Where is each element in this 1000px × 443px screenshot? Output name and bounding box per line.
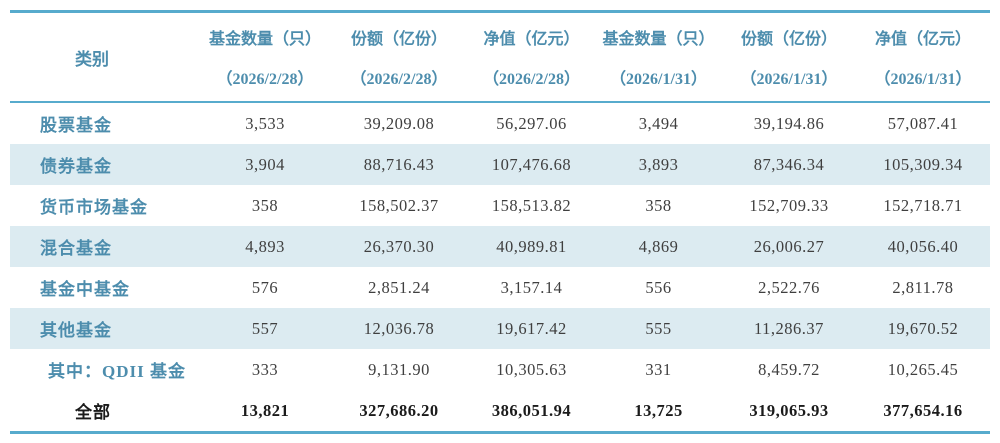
cell-value: 39,194.86	[753, 113, 825, 133]
cell-value: 87,346.34	[753, 154, 825, 174]
column-header-count-feb: 基金数量（只） （2026/2/28）	[200, 11, 330, 103]
table-row-hybrid-funds: 混合基金 4,893 26,370.30 40,989.81 4,869 26,…	[10, 226, 990, 267]
row-category: 其中：QDII 基金	[48, 362, 186, 381]
cell-value: 152,718.71	[883, 195, 963, 215]
row-category: 货币市场基金	[40, 198, 148, 217]
cell-value: 8,459.72	[758, 359, 820, 379]
table-row-fund-of-funds: 基金中基金 576 2,851.24 3,157.14 556 2,522.76…	[10, 267, 990, 308]
cell-value: 327,686.20	[359, 400, 439, 420]
cell-value: 319,065.93	[749, 400, 829, 420]
cell-value: 386,051.94	[491, 400, 572, 420]
column-date: （2026/2/28）	[350, 71, 448, 88]
cell-value: 377,654.16	[883, 400, 963, 420]
cell-value: 56,297.06	[496, 113, 567, 133]
cell-value: 3,904	[245, 154, 285, 174]
cell-value: 10,265.45	[887, 359, 959, 379]
column-header-shares-jan: 份额（亿份） （2026/1/31）	[722, 11, 856, 103]
table-header: 类别 基金数量（只） （2026/2/28） 份额（亿份） （2026/2/28…	[10, 11, 990, 103]
cell-value: 107,476.68	[491, 154, 572, 174]
cell-value: 3,157.14	[500, 277, 563, 297]
cell-value: 88,716.43	[363, 154, 435, 174]
column-header-netvalue-feb: 净值（亿元） （2026/2/28）	[468, 11, 595, 103]
cell-value: 158,502.37	[359, 195, 439, 215]
category-header-label: 类别	[75, 49, 109, 69]
cell-value: 358	[251, 195, 279, 215]
cell-value: 105,309.34	[883, 154, 963, 174]
cell-value: 4,893	[245, 236, 285, 256]
table-row-stock-funds: 股票基金 3,533 39,209.08 56,297.06 3,494 39,…	[10, 102, 990, 144]
row-category: 其他基金	[40, 321, 112, 340]
cell-value: 13,821	[240, 400, 290, 420]
cell-value: 2,811.78	[892, 277, 954, 297]
column-label: 净值（亿元）	[483, 31, 580, 48]
cell-value: 358	[645, 195, 672, 215]
column-date: （2026/1/31）	[874, 71, 972, 88]
row-category: 全部	[75, 403, 111, 422]
column-label: 份额（亿份）	[740, 31, 837, 48]
table-row-total: 全部 13,821 327,686.20 386,051.94 13,725 3…	[10, 390, 990, 433]
cell-value: 57,087.41	[887, 113, 959, 133]
column-date: （2026/1/31）	[610, 71, 707, 88]
column-header-count-jan: 基金数量（只） （2026/1/31）	[595, 11, 722, 103]
column-label: 基金数量（只）	[602, 31, 715, 48]
column-date: （2026/1/31）	[740, 71, 838, 88]
table-row-bond-funds: 债券基金 3,904 88,716.43 107,476.68 3,893 87…	[10, 144, 990, 185]
column-label: 份额（亿份）	[350, 31, 447, 48]
table-row-money-market-funds: 货币市场基金 358 158,502.37 158,513.82 358 152…	[10, 185, 990, 226]
cell-value: 9,131.90	[368, 359, 430, 379]
row-category: 混合基金	[40, 239, 112, 258]
cell-value: 3,893	[638, 154, 679, 174]
cell-value: 40,989.81	[496, 236, 567, 256]
cell-value: 2,522.76	[758, 277, 820, 297]
column-header-shares-feb: 份额（亿份） （2026/2/28）	[330, 11, 468, 103]
cell-value: 4,869	[638, 236, 679, 256]
column-label: 净值（亿元）	[874, 31, 971, 48]
cell-value: 11,286.37	[754, 318, 824, 338]
cell-value: 10,305.63	[496, 359, 567, 379]
cell-value: 2,851.24	[368, 277, 430, 297]
row-category: 债券基金	[40, 157, 112, 176]
cell-value: 13,725	[634, 400, 683, 420]
column-header-category: 类别	[10, 11, 200, 103]
cell-value: 12,036.78	[363, 318, 435, 338]
cell-value: 556	[645, 277, 672, 297]
column-date: （2026/2/28）	[483, 71, 580, 88]
cell-value: 26,370.30	[363, 236, 435, 256]
cell-value: 333	[251, 359, 279, 379]
cell-value: 40,056.40	[887, 236, 959, 256]
header-row: 类别 基金数量（只） （2026/2/28） 份额（亿份） （2026/2/28…	[10, 11, 990, 103]
table-row-qdii-funds: 其中：QDII 基金 333 9,131.90 10,305.63 331 8,…	[10, 349, 990, 390]
cell-value: 557	[251, 318, 279, 338]
cell-value: 19,670.52	[887, 318, 959, 338]
cell-value: 158,513.82	[491, 195, 572, 215]
cell-value: 19,617.42	[496, 318, 567, 338]
cell-value: 152,709.33	[749, 195, 829, 215]
row-category: 基金中基金	[40, 280, 130, 299]
cell-value: 3,533	[245, 113, 285, 133]
cell-value: 3,494	[638, 113, 679, 133]
table-body: 股票基金 3,533 39,209.08 56,297.06 3,494 39,…	[10, 102, 990, 433]
column-date: （2026/2/28）	[216, 71, 314, 88]
cell-value: 331	[645, 359, 672, 379]
cell-value: 26,006.27	[753, 236, 825, 256]
column-label: 基金数量（只）	[208, 31, 321, 48]
column-header-netvalue-jan: 净值（亿元） （2026/1/31）	[856, 11, 990, 103]
cell-value: 39,209.08	[363, 113, 435, 133]
table-row-other-funds: 其他基金 557 12,036.78 19,617.42 555 11,286.…	[10, 308, 990, 349]
fund-statistics-table: 类别 基金数量（只） （2026/2/28） 份额（亿份） （2026/2/28…	[10, 10, 990, 434]
cell-value: 576	[251, 277, 279, 297]
cell-value: 555	[645, 318, 672, 338]
row-category: 股票基金	[40, 116, 112, 135]
